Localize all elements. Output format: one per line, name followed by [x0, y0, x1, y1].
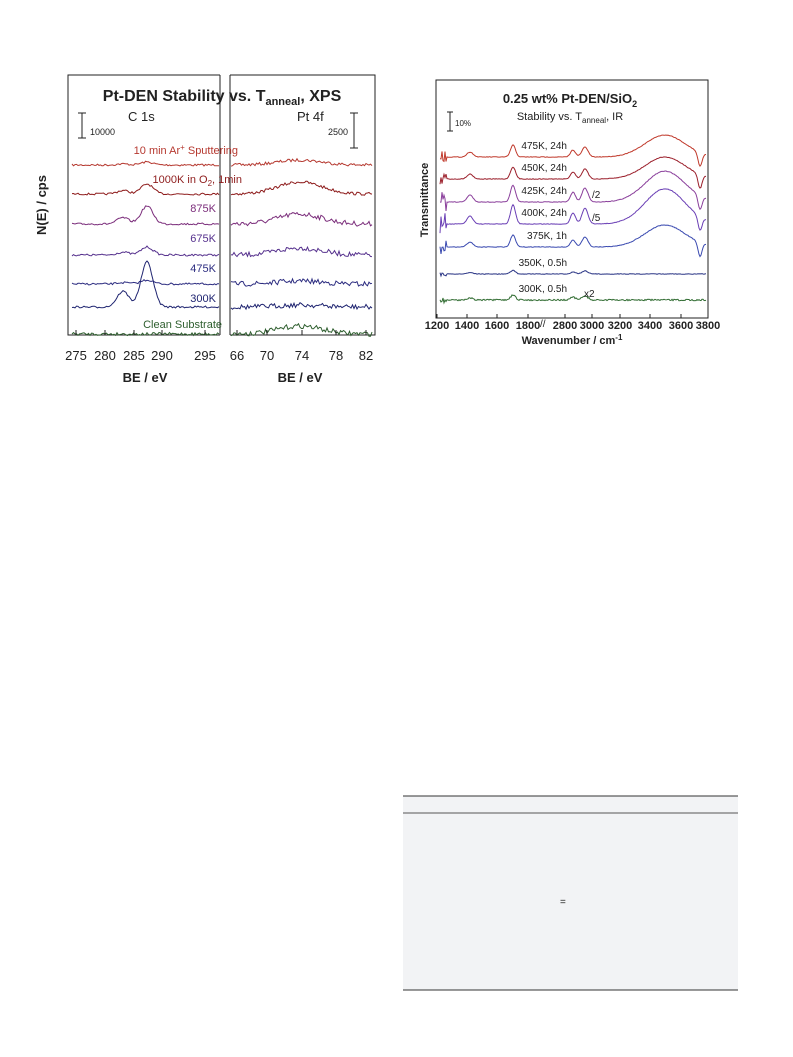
- title-text: , XPS: [300, 88, 341, 105]
- trace-label-part: 875K: [190, 203, 216, 215]
- x-label-superscript: -1: [615, 333, 623, 342]
- x-tick-label: 1200: [425, 320, 449, 332]
- x-tick-label: 275: [65, 348, 87, 363]
- trace-label: 450K, 24h: [521, 163, 567, 174]
- trace-label-part: 1000K in O: [153, 174, 208, 186]
- spectrum-trace: [439, 224, 707, 258]
- ir-figure: 0.25 wt% Pt-DEN/SiO2 Stability vs. Tanne…: [419, 79, 720, 347]
- scale-bar: [350, 112, 358, 149]
- scale-factor: x2: [584, 289, 595, 300]
- title-text: Pt-DEN Stability vs. T: [103, 88, 266, 105]
- panel-label: Pt 4f: [297, 109, 324, 124]
- trace-label-part: 10 min Ar: [134, 145, 181, 157]
- x-tick-label: 3600: [669, 320, 693, 332]
- x-tick-label: 2800: [553, 320, 577, 332]
- spectrum-trace: [71, 157, 373, 167]
- x-tick-label: 74: [295, 348, 309, 363]
- trace-label: 10 min Ar+ Sputtering: [134, 143, 238, 157]
- y-axis-label: N(E) / cps: [34, 175, 49, 235]
- panel-label: C 1s: [128, 109, 155, 124]
- title-text: 0.25 wt% Pt-DEN/SiO: [503, 91, 632, 106]
- trace-label: 475K: [190, 263, 216, 275]
- figure-title: 0.25 wt% Pt-DEN/SiO2: [503, 91, 637, 109]
- table-background: [403, 796, 738, 990]
- x-tick-label: 295: [194, 348, 216, 363]
- trace-label: 675K: [190, 233, 216, 245]
- trace-label: 475K, 24h: [521, 141, 567, 152]
- trace-label-part: Clean Substrate: [143, 319, 222, 331]
- x-tick-label: 285: [123, 348, 145, 363]
- frame: [435, 79, 709, 319]
- x-label-text: Wavenumber / cm: [522, 335, 616, 347]
- trace-label: 400K, 24h: [521, 208, 567, 219]
- x-tick-label: 280: [94, 348, 116, 363]
- trace-label-part: +: [180, 143, 185, 152]
- x-tick-label: 3800: [696, 320, 720, 332]
- y-axis-label: Transmittance: [419, 163, 431, 238]
- x-tick-label: 1800: [516, 320, 540, 332]
- spectrum-trace: [439, 269, 707, 278]
- trace-label: 1000K in O2, 1min: [153, 174, 242, 188]
- trace-label: 425K, 24h: [521, 186, 567, 197]
- x-tick-label: 290: [151, 348, 173, 363]
- table-cell: =: [560, 897, 566, 908]
- title-subscript: anneal: [265, 96, 300, 108]
- spectrum-trace: [71, 277, 373, 287]
- scale-bar: [447, 111, 453, 132]
- x-tick-label: 3400: [638, 320, 662, 332]
- x-tick-label: 78: [329, 348, 343, 363]
- spectrum-trace: [439, 294, 707, 305]
- scale-factor: /5: [592, 213, 601, 224]
- figure-title: Pt-DEN Stability vs. Tanneal, XPS: [103, 88, 342, 108]
- subtitle-text: , IR: [606, 111, 623, 123]
- subtitle-subscript: anneal: [582, 116, 606, 125]
- x-tick-label: 66: [230, 348, 244, 363]
- x-tick-label: 3200: [608, 320, 632, 332]
- spectrum-trace: [71, 322, 373, 337]
- trace-label-part: 475K: [190, 263, 216, 275]
- trace-label: Clean Substrate: [143, 319, 222, 331]
- trace-label-part: Sputtering: [185, 145, 238, 157]
- x-axis-label: Wavenumber / cm-1: [522, 333, 623, 347]
- spectrum-trace: [71, 245, 373, 258]
- trace-label-part: 2: [208, 179, 213, 188]
- figure-subtitle: Stability vs. Tanneal, IR: [517, 111, 623, 125]
- trace-label: 350K, 0.5h: [519, 258, 567, 269]
- x-axis-label: BE / eV: [278, 370, 323, 385]
- trace-label-part: 675K: [190, 233, 216, 245]
- spectrum-trace: [71, 260, 373, 311]
- trace-label-part: 300K: [190, 293, 216, 305]
- xps-figure: Pt-DEN Stability vs. Tanneal, XPS C 1s P…: [34, 74, 376, 385]
- trace-label: 375K, 1h: [527, 231, 567, 242]
- x-tick-label: 1400: [455, 320, 479, 332]
- trace-label: 300K: [190, 293, 216, 305]
- scale-label: 10000: [90, 127, 115, 137]
- scale-label: 10%: [455, 119, 471, 128]
- x-axis-label: BE / eV: [123, 370, 168, 385]
- x-tick-label: 70: [260, 348, 274, 363]
- spectrum-trace: [439, 134, 707, 168]
- axis-break: [220, 74, 230, 336]
- trace-label: 300K, 0.5h: [519, 284, 567, 295]
- spectrum-trace: [439, 156, 706, 189]
- spectrum-trace: [440, 170, 707, 211]
- x-tick-label: 3000: [580, 320, 604, 332]
- title-subscript: 2: [632, 99, 637, 109]
- x-tick-label: 1600: [485, 320, 509, 332]
- trace-label-part: , 1min: [212, 174, 242, 186]
- spectrum-trace: [71, 205, 373, 227]
- x-tick-label: 82: [359, 348, 373, 363]
- scale-label: 2500: [328, 127, 348, 137]
- subtitle-text: Stability vs. T: [517, 111, 582, 123]
- scale-bar: [78, 112, 86, 139]
- trace-label: 875K: [190, 203, 216, 215]
- spectrum-trace: [439, 188, 707, 234]
- scale-factor: /2: [592, 190, 601, 201]
- table: =: [403, 795, 738, 991]
- spectrum-trace: [71, 180, 373, 196]
- axis-break-mark: //: [540, 319, 546, 330]
